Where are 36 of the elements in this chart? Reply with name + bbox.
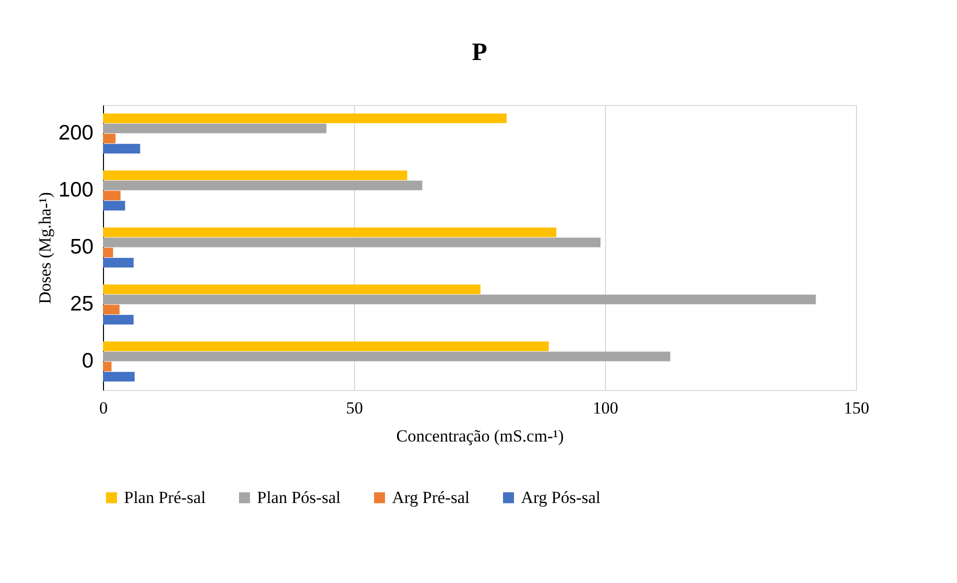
bar bbox=[103, 284, 481, 294]
y-tick-label: 0 bbox=[82, 350, 94, 372]
legend-label: Plan Pré-sal bbox=[124, 488, 206, 507]
bar bbox=[103, 134, 116, 144]
y-tick-label: 200 bbox=[58, 122, 94, 144]
bar bbox=[103, 190, 121, 200]
x-axis-title: Concentração (mS.cm-¹) bbox=[396, 426, 564, 446]
x-tick-label: 100 bbox=[592, 398, 618, 418]
legend-label: Arg Pós-sal bbox=[521, 488, 601, 507]
bar bbox=[103, 342, 549, 352]
bar bbox=[103, 352, 670, 362]
y-tick-label: 25 bbox=[70, 292, 94, 316]
x-tick-label: 50 bbox=[346, 398, 363, 418]
bar bbox=[103, 124, 326, 134]
bar bbox=[103, 248, 114, 258]
bar bbox=[103, 372, 135, 382]
x-tick-label: 150 bbox=[844, 398, 870, 418]
bar bbox=[103, 180, 422, 190]
bar bbox=[103, 304, 120, 314]
bar bbox=[103, 170, 408, 180]
chart-title: P bbox=[472, 39, 488, 66]
bar bbox=[103, 114, 507, 124]
bar bbox=[103, 144, 140, 154]
bar bbox=[103, 362, 112, 372]
y-axis-title: Doses (Mg.ha-¹) bbox=[35, 192, 54, 304]
legend-label: Arg Pré-sal bbox=[392, 488, 470, 507]
legend-label: Plan Pós-sal bbox=[257, 488, 341, 507]
y-tick-label: 100 bbox=[58, 178, 94, 202]
y-tick-label: 50 bbox=[70, 236, 94, 258]
bar bbox=[103, 294, 816, 304]
bar bbox=[103, 314, 134, 324]
bar bbox=[103, 258, 134, 268]
bar bbox=[103, 228, 556, 238]
bar bbox=[103, 200, 126, 210]
x-tick-label: 0 bbox=[99, 398, 108, 418]
bar bbox=[103, 238, 600, 248]
